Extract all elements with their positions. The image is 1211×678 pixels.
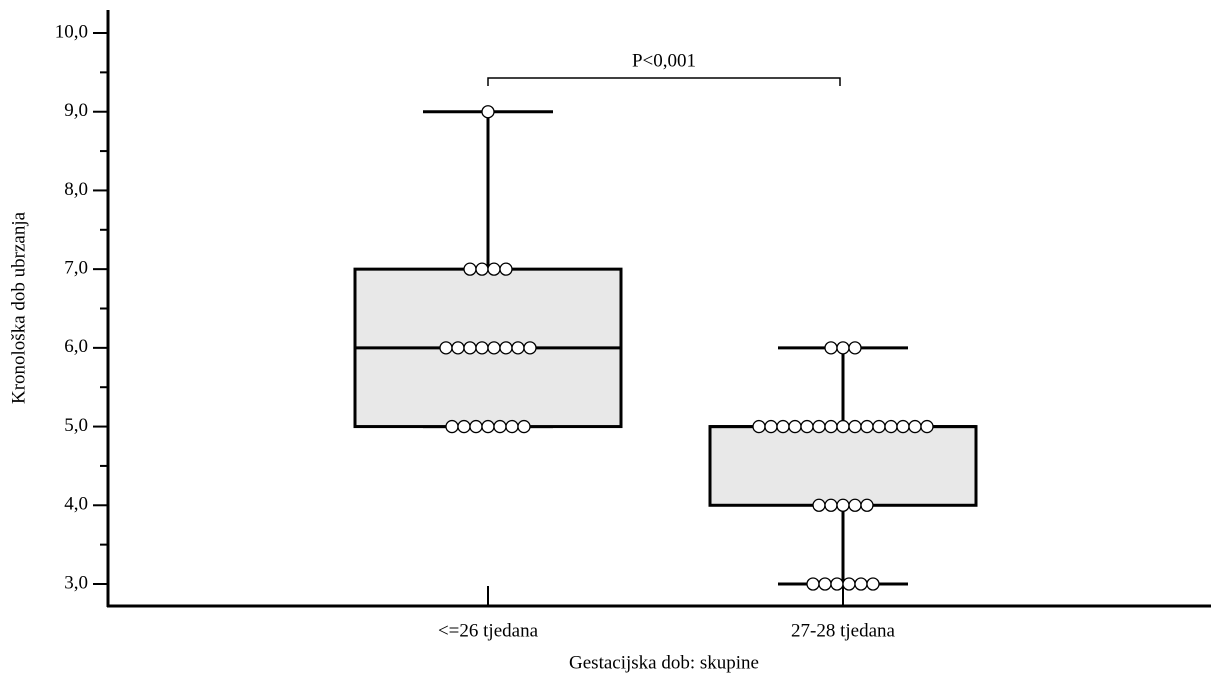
point [812,498,826,512]
point [451,341,465,355]
point [872,419,886,434]
point [860,498,874,512]
point [896,419,910,434]
point [752,419,766,434]
point [517,419,531,434]
point [920,419,934,434]
y-tick-label: 3,0 [64,572,88,593]
bracket [487,77,841,86]
point [788,419,802,434]
point [475,341,489,355]
point [806,577,820,591]
point [487,262,501,276]
point [848,419,862,434]
point [481,105,495,119]
point [836,498,850,512]
point [463,262,477,276]
point [469,419,483,434]
y-axis-label: Kronološka dob ubrzanja [8,211,29,404]
point [836,419,850,434]
y-tick-label: 10,0 [55,21,88,42]
point [499,262,513,276]
annotation: P<0,001 [632,50,696,71]
y-tick-label: 5,0 [64,415,88,436]
y-tick-label: 9,0 [64,100,88,121]
point [908,419,922,434]
point [764,419,778,434]
point [475,262,489,276]
point [481,419,495,434]
point [812,419,826,434]
point [499,341,513,355]
point [848,498,862,512]
point [445,419,459,434]
point [457,419,471,434]
y-tick-label: 8,0 [64,179,88,200]
point [836,341,850,355]
point [818,577,832,591]
y-tick-label: 4,0 [64,494,88,515]
point [854,577,868,591]
point [884,419,898,434]
point [848,341,862,355]
point [824,498,838,512]
point [800,419,814,434]
point [830,577,844,591]
point [505,419,519,434]
point [824,419,838,434]
y-tick-label: 6,0 [64,336,88,357]
point [493,419,507,434]
box [708,425,978,507]
point [842,577,856,591]
x-tick-label: 27-28 tjedana [791,620,896,641]
point [776,419,790,434]
point [487,341,501,355]
point [511,341,525,355]
point [866,577,880,591]
point [860,419,874,434]
y-tick-label: 7,0 [64,258,88,279]
x-axis-label: Gestacijska dob: skupine [569,652,759,673]
point [439,341,453,355]
point [463,341,477,355]
x-tick-label: <=26 tjedana [438,620,539,641]
point [824,341,838,355]
point [523,341,537,355]
